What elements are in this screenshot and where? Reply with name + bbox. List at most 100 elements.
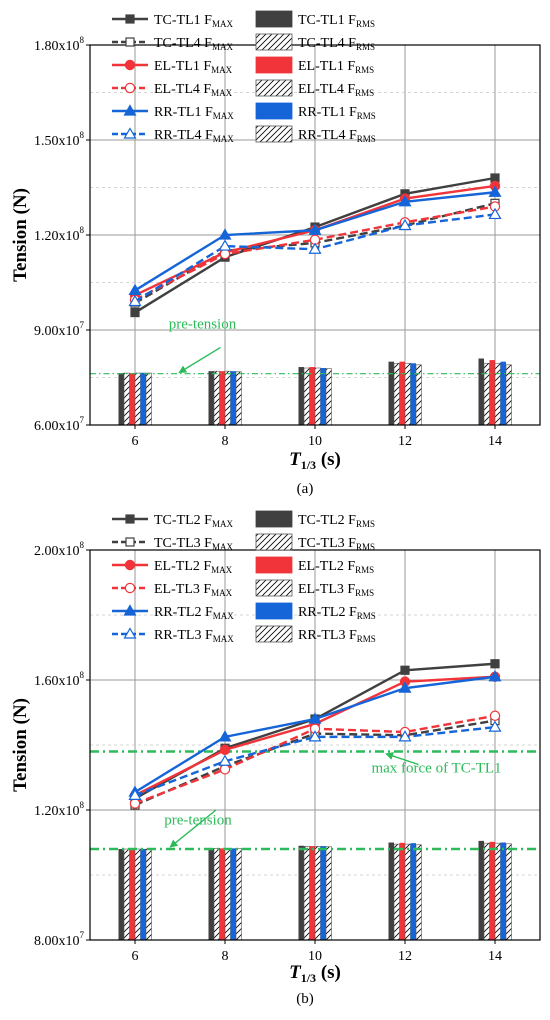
annotation-arrow bbox=[178, 346, 221, 374]
bar-rr-tl2-frms-8 bbox=[230, 848, 236, 940]
bar-el-tl3-frms-10 bbox=[314, 846, 321, 941]
bar-tc-tl2-frms-12 bbox=[388, 842, 394, 940]
series-point-rr-tl1-fmax-6 bbox=[128, 283, 142, 296]
bar-tc-tl1-frms-8 bbox=[208, 371, 214, 425]
bar-rr-tl4-frms-8 bbox=[235, 371, 242, 426]
series-point-rr-tl2-fmax-10 bbox=[308, 712, 322, 724]
bar-rr-tl2-frms-14 bbox=[500, 842, 506, 940]
legend-marker bbox=[125, 14, 135, 24]
series-point-rr-tl4-fmax-10 bbox=[308, 242, 322, 254]
legend-bar-label: RR-TL3 FRMS bbox=[298, 628, 376, 644]
bar-rr-tl3-frms-8 bbox=[235, 848, 242, 941]
y-tick-label: 1.20x108 bbox=[34, 800, 85, 819]
series-point-tc-tl2-fmax-14 bbox=[490, 659, 500, 669]
bar-el-tl2-frms-10 bbox=[309, 846, 315, 940]
legend-marker bbox=[123, 127, 137, 139]
bar-rr-tl2-frms-12 bbox=[410, 843, 416, 940]
legend-bar-swatch bbox=[255, 10, 293, 28]
legend-bar-label: TC-TL3 FRMS bbox=[298, 536, 375, 552]
legend-bar-swatch bbox=[255, 602, 293, 620]
bar-tc-tl2-frms-8 bbox=[208, 848, 214, 940]
legend-marker bbox=[123, 627, 137, 639]
legend-bar-swatch bbox=[255, 33, 293, 51]
legend-marker bbox=[123, 104, 137, 116]
bar-tc-tl2-frms-6 bbox=[118, 849, 124, 940]
bar-tc-tl1-frms-14 bbox=[478, 358, 484, 425]
panel-caption: (b) bbox=[296, 991, 314, 1007]
x-tick-label: 12 bbox=[398, 434, 412, 449]
y-axis-label: Tension (N) bbox=[10, 188, 31, 282]
legend-line-label: EL-TL1 FMAX bbox=[154, 59, 233, 75]
series-point-rr-tl1-fmax-10 bbox=[308, 223, 322, 235]
bar-rr-tl1-frms-10 bbox=[320, 368, 326, 425]
bar-rr-tl1-frms-14 bbox=[500, 361, 506, 425]
bar-rr-tl3-frms-10 bbox=[325, 846, 332, 941]
legend-bar-label: EL-TL1 FRMS bbox=[298, 59, 374, 75]
series-point-rr-tl4-fmax-12 bbox=[398, 218, 412, 231]
bar-el-tl2-frms-14 bbox=[489, 841, 495, 940]
bar-tc-tl4-frms-8 bbox=[213, 370, 220, 426]
y-tick-label: 2.00x108 bbox=[34, 540, 85, 559]
bar-el-tl3-frms-12 bbox=[404, 843, 411, 941]
legend-line-label: EL-TL3 FMAX bbox=[154, 582, 233, 598]
bar-el-tl4-frms-14 bbox=[494, 362, 501, 426]
x-tick-label: 14 bbox=[488, 949, 502, 964]
bar-el-tl4-frms-6 bbox=[134, 372, 141, 426]
bar-rr-tl1-frms-12 bbox=[410, 363, 416, 425]
series-point-rr-tl4-fmax-6 bbox=[128, 294, 142, 307]
y-tick-label: 8.00x107 bbox=[34, 930, 85, 949]
series-point-rr-tl1-fmax-12 bbox=[398, 195, 412, 207]
y-tick-label: 6.00x107 bbox=[34, 415, 85, 434]
legend-line-label: RR-TL1 FMAX bbox=[154, 105, 234, 121]
bar-rr-tl3-frms-12 bbox=[415, 844, 422, 941]
series-point-rr-tl2-fmax-14 bbox=[488, 670, 502, 682]
legend-bar-label: EL-TL2 FRMS bbox=[298, 559, 374, 575]
bar-tc-tl2-frms-14 bbox=[478, 840, 484, 940]
legend-bar-swatch bbox=[255, 556, 293, 574]
legend: TC-TL1 FMAX TC-TL4 FMAX EL-TL1 FMAX EL-TL4 … bbox=[112, 10, 376, 144]
series-point-rr-tl4-fmax-8 bbox=[218, 239, 232, 251]
bar-rr-tl1-frms-8 bbox=[230, 371, 236, 425]
y-axis-label: Tension (N) bbox=[10, 698, 31, 792]
annotation-label: pre-tension bbox=[164, 813, 232, 829]
legend-bar-label: TC-TL2 FRMS bbox=[298, 513, 375, 529]
bar-el-tl3-frms-6 bbox=[134, 848, 141, 941]
bar-rr-tl3-frms-14 bbox=[505, 843, 512, 941]
legend-bar-label: TC-TL4 FRMS bbox=[298, 36, 375, 52]
bar-tc-tl4-frms-12 bbox=[393, 362, 400, 426]
bar-tc-tl4-frms-14 bbox=[483, 362, 490, 426]
x-tick-label: 10 bbox=[308, 434, 322, 449]
bar-el-tl3-frms-8 bbox=[224, 848, 231, 941]
bar-el-tl1-frms-12 bbox=[399, 361, 405, 425]
bar-tc-tl4-frms-6 bbox=[123, 372, 130, 426]
bar-rr-tl3-frms-6 bbox=[145, 848, 152, 941]
legend-line-label: TC-TL4 FMAX bbox=[154, 36, 233, 52]
legend-line-label: TC-TL2 FMAX bbox=[154, 513, 233, 529]
y-tick-label: 1.80x108 bbox=[34, 35, 85, 54]
series-line-rr-tl3-fmax bbox=[134, 725, 496, 797]
series-point-rr-tl2-fmax-12 bbox=[398, 681, 412, 693]
y-tick-label: 1.60x108 bbox=[34, 670, 85, 689]
legend-bar-swatch bbox=[255, 102, 293, 120]
bar-el-tl1-frms-8 bbox=[219, 371, 225, 425]
legend-line-label: TC-TL3 FMAX bbox=[154, 536, 233, 552]
bar-tc-tl3-frms-12 bbox=[393, 843, 400, 941]
bar-rr-tl1-frms-6 bbox=[140, 372, 146, 425]
series-point-el-tl3-fmax-6 bbox=[129, 798, 141, 809]
legend-bar-swatch bbox=[255, 579, 293, 597]
legend-marker bbox=[125, 537, 135, 547]
series-point-rr-tl3-fmax-6 bbox=[128, 788, 142, 800]
bar-tc-tl3-frms-6 bbox=[123, 848, 130, 941]
chart-panel-a: pre-tension 6 8 10 12 14 6.00x107 9.00x107 1.20x… bbox=[10, 10, 541, 497]
legend-bar-swatch bbox=[255, 125, 293, 143]
legend-line-label: TC-TL1 FMAX bbox=[154, 13, 233, 29]
series-point-tc-tl2-fmax-12 bbox=[400, 665, 410, 675]
series-point-el-tl3-fmax-14 bbox=[489, 710, 501, 721]
series-point-el-tl4-fmax-8 bbox=[219, 248, 231, 260]
legend-bar-swatch bbox=[255, 510, 293, 528]
legend-bar-label: EL-TL3 FRMS bbox=[298, 582, 374, 598]
series-point-rr-tl4-fmax-14 bbox=[488, 207, 502, 220]
bar-tc-tl1-frms-12 bbox=[388, 361, 394, 425]
bar-el-tl1-frms-6 bbox=[129, 373, 135, 425]
